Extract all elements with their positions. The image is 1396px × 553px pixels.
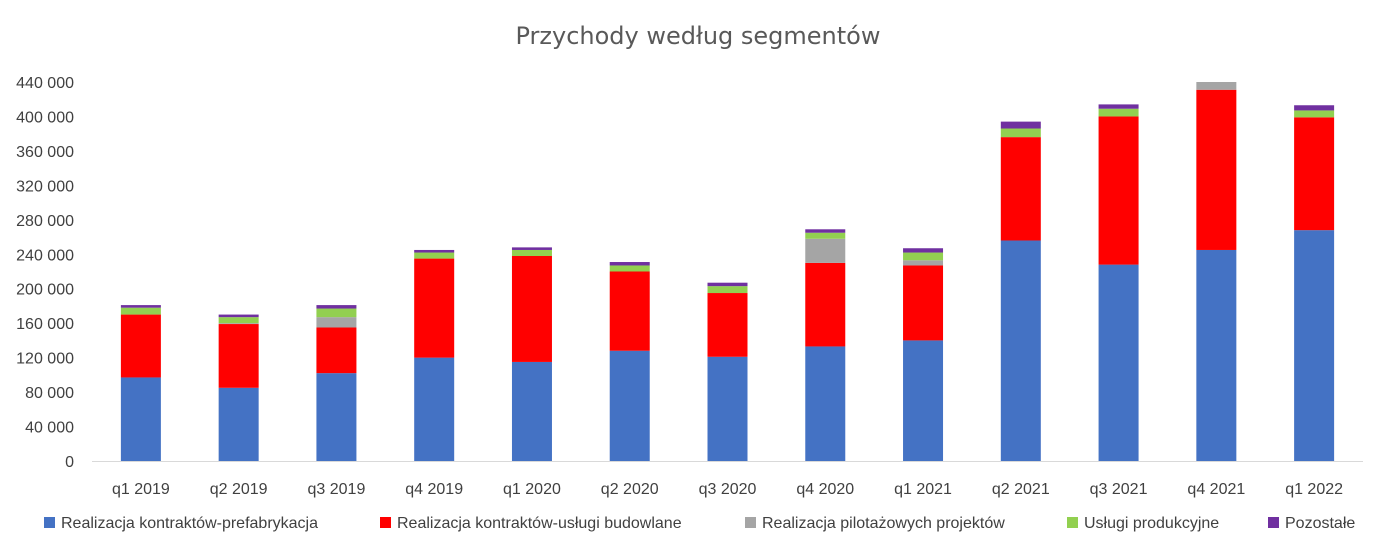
y-tick-label: 240 000: [16, 247, 74, 264]
bar-segment-4: [414, 249, 455, 253]
bar-segment-2: [218, 323, 259, 325]
bar-segment-3: [903, 252, 944, 261]
y-tick-label: 120 000: [16, 351, 74, 368]
x-tick-label: q2 2021: [992, 481, 1050, 498]
legend-swatch: [44, 517, 55, 528]
bar-segment-4: [707, 282, 748, 287]
y-tick-label: 80 000: [25, 385, 74, 402]
bar-segment-3: [1294, 110, 1335, 118]
bar-segment-2: [903, 260, 944, 266]
bar-segment-3: [609, 265, 650, 272]
x-tick-label: q1 2020: [503, 481, 561, 498]
bar-segment-1: [805, 262, 846, 347]
bar-segment-0: [805, 346, 846, 461]
bar-segment-4: [609, 262, 650, 266]
bar-segment-4: [805, 229, 846, 233]
bar-segment-1: [511, 255, 552, 362]
bar-segment-1: [120, 314, 161, 378]
bar-segment-0: [903, 340, 944, 461]
y-tick-label: 400 000: [16, 109, 74, 126]
y-tick-label: 440 000: [16, 75, 74, 92]
bar-segment-1: [707, 293, 748, 357]
bar-segment-0: [1196, 249, 1237, 461]
bar-segment-3: [414, 252, 455, 259]
bar-segment-0: [1098, 264, 1139, 461]
axis-group: 0 40 000 80 000 120 000 160 000 200 000 240 00…: [16, 75, 1363, 498]
bar-segment-3: [218, 317, 259, 324]
bar-segment-2: [805, 238, 846, 263]
y-tick-label: 200 000: [16, 282, 74, 299]
bar-segment-0: [707, 356, 748, 461]
legend-label: Realizacja kontraktów-prefabrykacja: [61, 515, 318, 532]
bar-segment-1: [903, 265, 944, 341]
legend-label: Pozostałe: [1285, 515, 1355, 532]
bar-segment-3: [805, 232, 846, 239]
bar-segment-0: [609, 350, 650, 461]
bar-segment-1: [1196, 89, 1237, 250]
bar-segment-2: [1196, 82, 1237, 90]
chart-title: Przychody według segmentów: [515, 22, 881, 50]
x-tick-label: q3 2020: [699, 481, 757, 498]
bar-segment-0: [414, 357, 455, 461]
y-tick-label: 360 000: [16, 144, 74, 161]
bar-segment-0: [218, 387, 259, 461]
bar-segment-4: [120, 305, 161, 308]
bars-group: [120, 82, 1335, 461]
bar-segment-1: [1098, 116, 1139, 265]
bar-segment-3: [316, 308, 357, 318]
bar-segment-0: [1294, 230, 1335, 461]
y-tick-label: 0: [65, 454, 74, 471]
legend-swatch: [1067, 517, 1078, 528]
x-tick-label: q1 2021: [894, 481, 952, 498]
bar-segment-4: [1000, 121, 1041, 129]
x-tick-label: q4 2021: [1187, 481, 1245, 498]
y-tick-label: 320 000: [16, 178, 74, 195]
bar-segment-1: [609, 271, 650, 351]
bar-segment-3: [120, 307, 161, 315]
x-tick-label: q1 2019: [112, 481, 170, 498]
legend-swatch: [745, 517, 756, 528]
bar-segment-0: [316, 373, 357, 461]
bar-segment-3: [511, 249, 552, 256]
bar-segment-3: [1098, 108, 1139, 117]
bar-segment-1: [414, 258, 455, 358]
bar-segment-4: [903, 248, 944, 253]
bar-segment-1: [316, 327, 357, 374]
bar-segment-1: [218, 324, 259, 388]
legend-label: Realizacja kontraktów-usługi budowlane: [397, 515, 682, 532]
bar-segment-4: [1294, 105, 1335, 111]
x-tick-label: q1 2022: [1285, 481, 1343, 498]
bar-segment-1: [1294, 117, 1335, 231]
bar-segment-0: [1000, 240, 1041, 461]
bar-segment-4: [511, 247, 552, 250]
bar-segment-4: [316, 305, 357, 309]
x-tick-label: q2 2019: [210, 481, 268, 498]
bar-segment-4: [1098, 104, 1139, 109]
bar-segment-0: [511, 361, 552, 461]
bar-segment-4: [218, 314, 259, 318]
x-tick-label: q3 2019: [308, 481, 366, 498]
x-tick-label: q3 2021: [1090, 481, 1148, 498]
bar-segment-0: [120, 377, 161, 461]
legend-label: Realizacja pilotażowych projektów: [762, 515, 1005, 532]
legend-group: Realizacja kontraktów-prefabrykacja Reali…: [44, 515, 1355, 532]
legend-swatch: [380, 517, 391, 528]
y-tick-label: 40 000: [25, 420, 74, 437]
bar-segment-2: [316, 317, 357, 328]
legend-swatch: [1268, 517, 1279, 528]
x-tick-label: q4 2019: [405, 481, 463, 498]
bar-segment-3: [1000, 128, 1041, 138]
legend-label: Usługi produkcyjne: [1084, 515, 1219, 532]
x-tick-label: q2 2020: [601, 481, 659, 498]
bar-segment-1: [1000, 137, 1041, 241]
y-tick-label: 160 000: [16, 316, 74, 333]
y-tick-label: 280 000: [16, 213, 74, 230]
x-tick-label: q4 2020: [796, 481, 854, 498]
bar-segment-3: [707, 286, 748, 294]
